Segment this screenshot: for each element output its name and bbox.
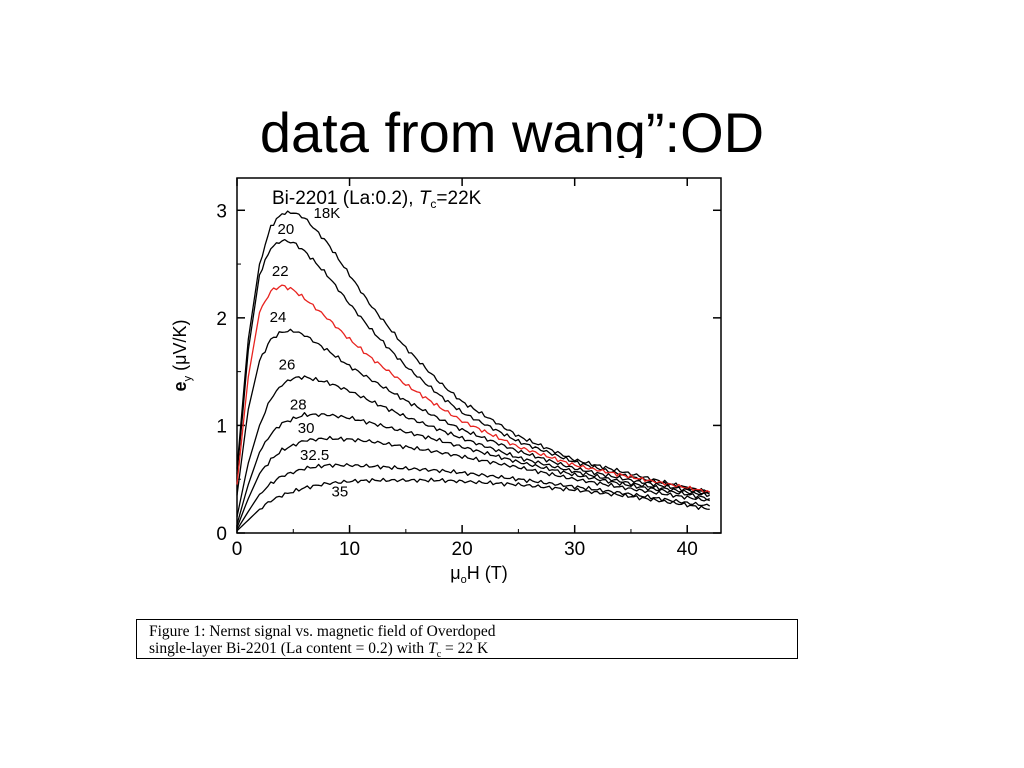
curve-label: 30 — [298, 420, 315, 437]
chart-title: Bi-2201 (La:0.2), Tc=22K — [272, 188, 482, 211]
y-tick-label: 0 — [216, 524, 227, 545]
curve-label: 18K — [314, 205, 341, 222]
axis-ticks: 0 10 20 30 40 0 1 2 3 — [216, 178, 721, 560]
chart-title-suffix: =22K — [436, 188, 481, 209]
x-tick-label: 0 — [232, 539, 243, 560]
curve-label: 26 — [279, 356, 296, 373]
chart-title-sub: c — [430, 197, 436, 211]
series-line-32-5 — [236, 463, 711, 531]
y-tick-label: 1 — [216, 416, 227, 437]
caption-line-2-prefix: single-layer Bi-2201 (La content = 0.2) … — [149, 640, 429, 657]
x-tick-label: 20 — [452, 539, 473, 560]
series-line-24 — [236, 328, 711, 496]
x-axis-label: μoH (T) — [450, 563, 507, 586]
y-axis-label-main: e — [170, 381, 190, 391]
chart-svg: 0 10 20 30 40 0 1 2 3 18K 20 22 24 26 28 30 32.5 35 Bi-2… — [170, 177, 722, 586]
x-axis-label-main: μ — [450, 563, 460, 583]
curve-label: 24 — [270, 309, 287, 326]
series-layer — [236, 210, 711, 532]
caption-line-2-suffix: = 22 K — [441, 640, 489, 657]
chart-title-var: T — [419, 188, 432, 209]
y-axis-label-rest: (μV/K) — [170, 320, 190, 376]
y-axis-label-sub: y — [182, 375, 194, 381]
curve-label: 22 — [272, 263, 289, 280]
x-tick-label: 10 — [339, 539, 360, 560]
caption-tc-var: T — [428, 640, 437, 657]
series-line-30 — [236, 435, 710, 528]
series-line-22 — [236, 284, 711, 494]
x-tick-label: 30 — [564, 539, 585, 560]
curve-label: 35 — [332, 483, 349, 500]
figure-caption: Figure 1: Nernst signal vs. magnetic fie… — [136, 619, 798, 660]
curve-labels: 18K 20 22 24 26 28 30 32.5 35 — [270, 205, 349, 501]
x-tick-label: 40 — [677, 539, 698, 560]
curve-label: 32.5 — [300, 447, 329, 464]
caption-line-2: single-layer Bi-2201 (La content = 0.2) … — [149, 640, 785, 663]
y-tick-label: 3 — [216, 201, 227, 222]
slide-title: data from wang”:OD — [259, 101, 765, 158]
curve-label: 20 — [278, 221, 295, 238]
nernst-chart: 0 10 20 30 40 0 1 2 3 18K 20 22 24 26 28 30 32.5 35 Bi-2… — [170, 172, 730, 592]
y-tick-label: 2 — [216, 309, 227, 330]
chart-title-prefix: Bi-2201 (La:0.2), — [272, 188, 419, 209]
series-line-35 — [236, 477, 710, 532]
series-line-20 — [236, 238, 710, 493]
series-line-26 — [236, 375, 710, 518]
x-axis-label-sub: o — [461, 574, 467, 586]
plot-frame — [236, 177, 722, 534]
series-line-28 — [236, 412, 710, 525]
x-axis-label-rest: H (T) — [467, 563, 508, 583]
caption-line-1: Figure 1: Nernst signal vs. magnetic fie… — [149, 623, 496, 640]
y-axis-label: ey (μV/K) — [170, 320, 194, 392]
curve-label: 28 — [290, 396, 307, 413]
caption-tc-sub: c — [436, 649, 442, 661]
